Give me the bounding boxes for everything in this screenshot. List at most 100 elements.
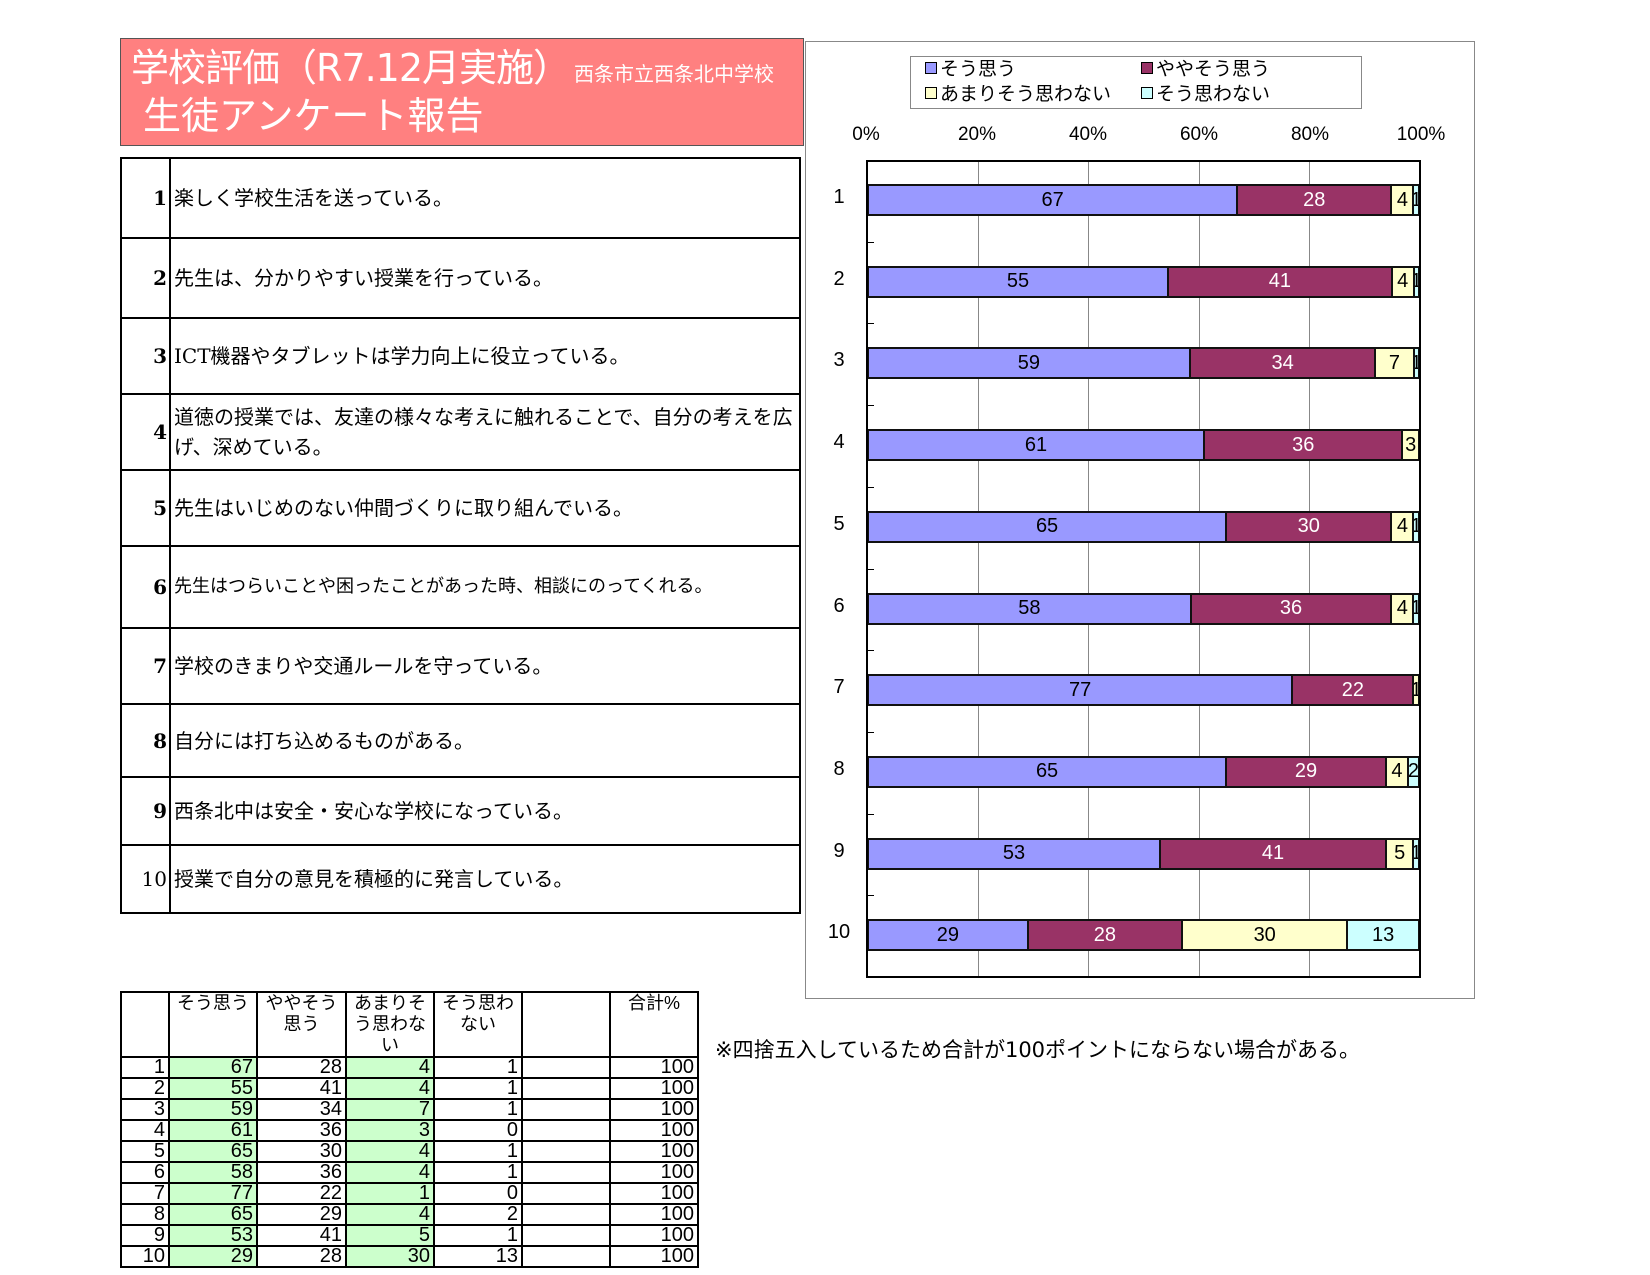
table-cell: 1 [433,1224,523,1247]
bar-segment: 4 [1391,184,1414,216]
table-cell: 6 [120,1161,170,1184]
table-cell: 1 [433,1161,523,1184]
table-cell: 58 [168,1161,258,1184]
question-text: 学校のきまりや交通ルールを守っている。 [169,627,801,705]
bar-segment: 29 [1226,755,1386,788]
bar-segment: 58 [868,592,1191,625]
question-text: ICT機器やタブレットは学力向上に役立っている。 [169,317,801,395]
bar-segment: 7 [1375,347,1414,380]
bar-segment: 1 [1413,265,1419,298]
table-cell [521,1077,611,1100]
x-axis-tick-label: 0% [852,124,880,145]
bar-segment: 41 [1168,265,1392,298]
bar-segment: 28 [1237,184,1392,216]
question-number: 5 [120,469,171,547]
data-table: そう思う ややそう思う あまりそう思わない そう思わない 合計% 1 67 28 4 1 100 2… [120,991,699,1268]
table-cell: 55 [168,1077,258,1100]
question-text: 授業で自分の意見を積極的に発言している。 [169,844,801,914]
axis-tick [868,568,874,570]
y-axis-category-label: 1 [833,186,845,208]
table-cell: 29 [256,1203,347,1226]
question-text: 先生はつらいことや困ったことがあった時、相談にのってくれる。 [169,545,801,629]
column-header: そう思わない [433,991,523,1058]
table-row: 6 58 36 4 1 100 [120,1161,699,1184]
question-row: 2 先生は、分かりやすい授業を行っている。 [120,237,801,319]
bar-segment: 30 [1226,510,1392,543]
rounding-note: ※四捨五入しているため合計が100ポイントにならない場合がある。 [715,1038,1361,1062]
bar-segment: 59 [868,347,1190,380]
table-cell: 1 [433,1077,523,1100]
question-row: 10 授業で自分の意見を積極的に発言している。 [120,844,801,914]
bar-segment: 1 [1413,837,1419,870]
question-text: 楽しく学校生活を送っている。 [169,157,801,239]
plot-area: 6728415541415934716136365304158364177221… [866,160,1421,978]
axis-tick [868,731,874,733]
table-cell: 5 [120,1140,170,1163]
question-number: 6 [120,545,171,629]
y-axis-category-label: 6 [833,594,845,617]
y-axis-category-label: 5 [833,512,845,535]
title-text: 学校評価（R7.12月実施） [131,46,571,90]
table-row: 3 59 34 7 1 100 [120,1098,699,1121]
column-header: ややそう思う [256,991,347,1058]
bar-segment: 36 [1190,592,1392,625]
table-cell: 1 [345,1182,435,1205]
question-row: 4 道徳の授業では、友達の様々な考えに触れることで、自分の考えを広げ、深めている。 [120,393,801,471]
table-cell [521,1224,611,1247]
y-axis-category-label: 7 [833,676,845,699]
column-header: そう思う [168,991,258,1058]
question-text: 道徳の授業では、友達の様々な考えに触れることで、自分の考えを広げ、深めている。 [169,393,801,471]
table-cell: 53 [168,1224,258,1247]
axis-tick [868,486,874,488]
axis-tick [868,405,874,407]
legend-swatch-icon [925,87,937,99]
table-cell: 0 [433,1182,523,1205]
table-cell: 67 [168,1056,258,1079]
table-cell: 4 [345,1140,435,1163]
question-row: 7 学校のきまりや交通ルールを守っている。 [120,627,801,705]
table-cell: 4 [345,1056,435,1079]
table-cell [521,1119,611,1142]
bar-segment: 1 [1413,592,1419,625]
table-row: 7 77 22 1 0 100 [120,1182,699,1205]
table-cell: 1 [433,1140,523,1163]
legend-label: ややそう思う [1156,58,1271,80]
column-header [521,991,611,1058]
table-cell: 0 [433,1119,523,1142]
gridline [1198,162,1200,976]
legend-swatch-icon [925,62,937,74]
question-number: 9 [120,776,171,846]
table-cell: 30 [256,1140,347,1163]
y-axis-category-label: 4 [833,431,845,454]
bar-segment: 1 [1413,674,1419,707]
legend-label: あまりそう思わない [940,83,1112,105]
x-axis-tick-label: 60% [1179,124,1219,145]
bar-segment: 34 [1189,347,1376,380]
bar-segment: 29 [868,919,1028,952]
table-cell: 1 [433,1098,523,1121]
question-number: 3 [120,317,171,395]
table-row: 9 53 41 5 1 100 [120,1224,699,1247]
column-header: 合計% [609,991,699,1058]
table-cell: 1 [433,1056,523,1079]
table-cell: 61 [168,1119,258,1142]
bar-segment: 55 [868,265,1169,298]
table-cell [521,1203,611,1226]
table-row: 1 67 28 4 1 100 [120,1056,699,1079]
question-row: 9 西条北中は安全・安心な学校になっている。 [120,776,801,846]
legend-item: あまりそう思わない [925,82,1111,106]
bar-segment: 2 [1407,755,1419,788]
report-title-box: 学校評価（R7.12月実施） 西条市立西条北中学校 生徒アンケート報告 [120,38,804,146]
axis-tick [868,323,874,325]
table-cell: 100 [609,1245,699,1268]
bar-segment: 1 [1413,347,1419,380]
table-cell [521,1140,611,1163]
table-cell: 100 [609,1182,699,1205]
table-cell: 9 [120,1224,170,1247]
table-cell: 13 [433,1245,523,1268]
axis-tick [868,813,874,815]
table-cell: 100 [609,1203,699,1226]
table-cell: 3 [345,1119,435,1142]
